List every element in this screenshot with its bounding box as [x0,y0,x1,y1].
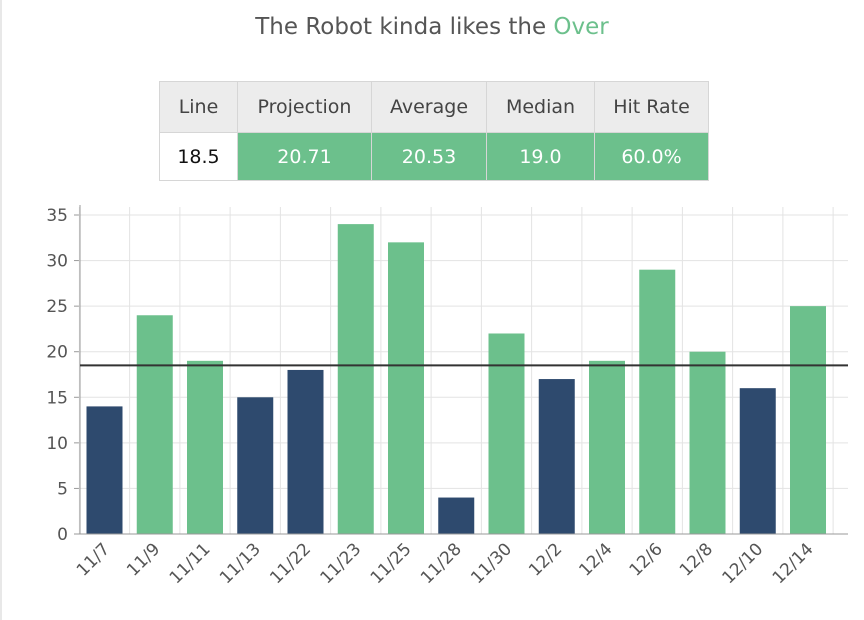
bar-11-7 [86,406,123,534]
x-tick-label: 11/23 [316,539,365,588]
bar-12-14 [790,306,826,534]
y-tick-label: 30 [46,252,68,272]
value-projection: 20.71 [237,132,372,181]
bar-11-25 [388,242,424,535]
y-tick-label: 15 [46,388,68,408]
y-tick-label: 35 [46,206,68,226]
x-tick-label: 11/28 [417,539,466,588]
bar-11-23 [337,224,374,534]
x-tick-label: 12/2 [525,539,566,580]
header-projection: Projection [237,81,372,133]
x-tick-label: 11/13 [216,539,265,588]
x-tick-label: 11/11 [166,539,215,588]
value-median: 19.0 [486,132,595,181]
y-tick-label: 5 [57,479,68,499]
x-tick-label: 11/30 [467,539,516,588]
value-line: 18.5 [159,132,238,181]
page-title: The Robot kinda likes the Over [0,14,864,40]
y-tick-label: 10 [46,434,68,454]
bar-11-28 [438,497,475,534]
x-tick-label: 12/6 [626,539,667,580]
bar-12-2 [538,379,575,534]
bar-12-10 [739,388,776,534]
bar-11-11 [187,360,223,534]
x-tick-label: 11/9 [123,539,164,580]
x-tick-label: 12/10 [718,539,767,588]
y-tick-label: 25 [46,297,68,317]
title-pick: Over [553,14,609,40]
stats-value-row: 18.5 20.71 20.53 19.0 60.0% [159,132,709,181]
header-hit-rate: Hit Rate [594,81,709,133]
bar-11-30 [488,333,525,534]
bar-12-4 [589,360,625,534]
bar-11-13 [237,397,274,534]
value-hit-rate: 60.0% [594,132,709,181]
x-tick-label: 11/7 [73,539,114,580]
bar-11-22 [287,369,324,534]
bar-12-8 [689,351,726,534]
y-tick-label: 0 [57,525,68,545]
left-border [0,0,2,620]
stats-table: Line Projection Average Median Hit Rate … [159,81,709,181]
x-tick-label: 11/22 [266,539,315,588]
x-tick-label: 11/25 [367,539,416,588]
value-average: 20.53 [371,132,487,181]
header-median: Median [486,81,595,133]
header-average: Average [371,81,487,133]
bar-11-9 [136,315,173,534]
x-tick-label: 12/4 [575,539,616,580]
x-tick-label: 12/14 [769,539,818,588]
bar-12-6 [639,269,676,534]
title-prefix: The Robot kinda likes the [255,14,554,40]
stats-header-row: Line Projection Average Median Hit Rate [159,81,709,133]
x-tick-label: 12/8 [676,539,717,580]
y-tick-label: 20 [46,343,68,363]
